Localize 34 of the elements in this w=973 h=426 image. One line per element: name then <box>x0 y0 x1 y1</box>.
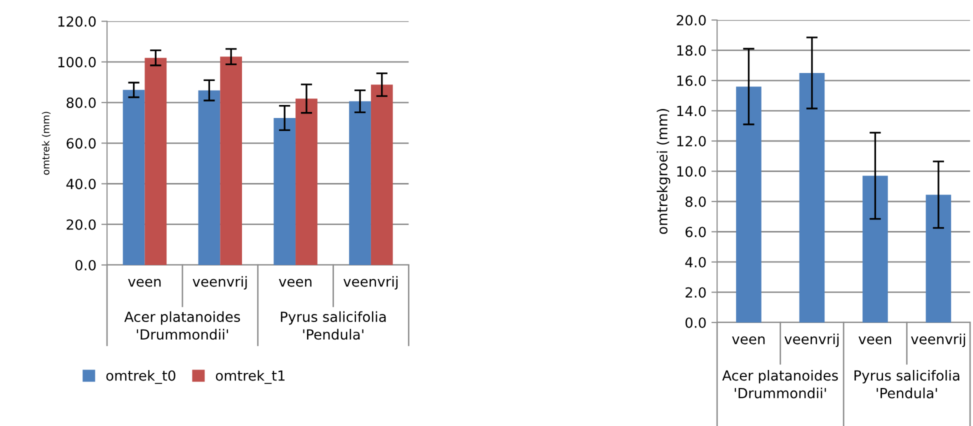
x-tick-label: veen <box>858 336 892 344</box>
x-tick-label: veenvrij <box>343 276 398 290</box>
y-tick-label: 0.0 <box>686 317 706 328</box>
y-tick-label: 12.0 <box>677 136 706 146</box>
y-tick-label: 2.0 <box>686 287 706 298</box>
y-tick-label: 20.0 <box>66 219 96 230</box>
text: Pyrus salicifolia 'Pendula' <box>280 311 386 340</box>
y-tick-label: 60.0 <box>66 138 96 149</box>
text: Acer platanoides 'Drummondii' <box>124 311 240 340</box>
text: Pyrus salicifolia 'Pendula' <box>854 370 960 398</box>
y-axis-title: omtrekgroei (mm) <box>656 109 670 234</box>
x-tick-label: veen <box>128 278 161 287</box>
y-tick-label: 6.0 <box>686 226 706 238</box>
y-axis-title: omtrek (mm) <box>42 112 51 175</box>
y-tick-label: 10.0 <box>677 166 706 177</box>
text: Acer platanoides 'Drummondii' <box>722 370 838 398</box>
x-tick-label: veenvrij <box>910 334 966 348</box>
y-tick-label: 40.0 <box>66 178 96 190</box>
y-tick-label: 80.0 <box>66 97 96 108</box>
y-tick-label: 14.0 <box>677 106 706 116</box>
legend-label: omtrek_t0 <box>106 370 176 384</box>
x-tick-label: veenvrij <box>784 334 839 348</box>
legend-label: omtrek_t1 <box>216 370 285 384</box>
y-tick-label: 100.0 <box>58 56 96 68</box>
x-tick-label: veen <box>278 278 312 287</box>
y-tick-label: 18.0 <box>677 45 706 56</box>
y-tick-label: 8.0 <box>686 196 706 207</box>
y-tick-label: 120.0 <box>58 16 96 27</box>
x-tick-label: veen <box>732 336 765 344</box>
y-tick-label: 20.0 <box>676 14 706 26</box>
y-tick-label: 16.0 <box>677 75 706 86</box>
x-tick-label: veenvrij <box>192 276 247 290</box>
y-tick-label: 0.0 <box>75 260 96 270</box>
y-tick-label: 4.0 <box>685 256 706 268</box>
